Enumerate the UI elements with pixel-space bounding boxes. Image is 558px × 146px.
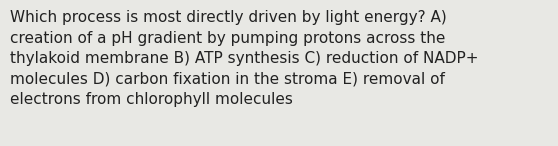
Text: Which process is most directly driven by light energy? A)
creation of a pH gradi: Which process is most directly driven by…	[10, 10, 479, 107]
